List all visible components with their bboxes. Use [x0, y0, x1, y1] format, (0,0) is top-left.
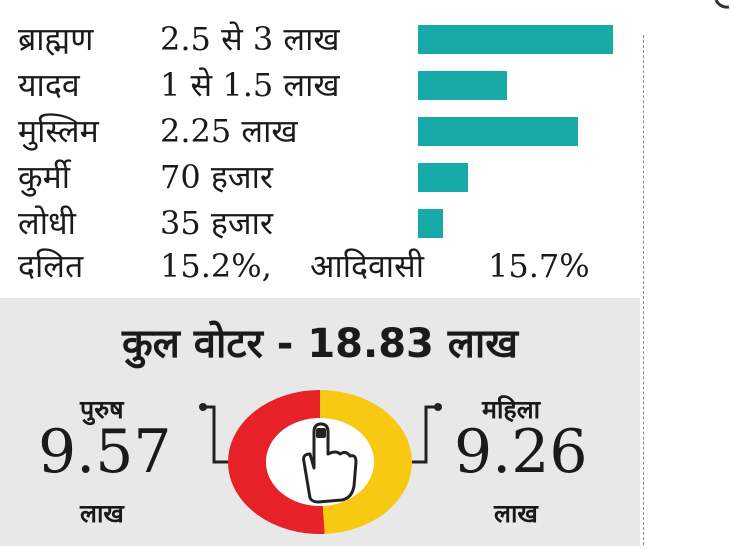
gender-donut-chart: [228, 390, 412, 534]
caste-value-label: 2.5 से 3 लाख: [160, 20, 340, 58]
dalit-value: 15.2%,: [160, 247, 272, 285]
donut-slice-female: [320, 390, 412, 534]
male-value: 9.57: [38, 417, 172, 487]
caste-label: लोधी: [18, 204, 76, 242]
adivasi-label: आदिवासी: [310, 247, 424, 285]
caste-label: कुर्मी: [18, 158, 71, 196]
female-unit: लाख: [494, 499, 538, 528]
dalit-label: दलित: [18, 247, 84, 285]
voter-panel: कुल वोटर - 18.83 लाख पुरुष 9.57 लाख महिल…: [0, 298, 640, 546]
caste-value-label: 2.25 लाख: [160, 112, 298, 150]
adivasi-value: 15.7%: [488, 247, 590, 285]
caste-bar: [418, 25, 613, 54]
footnote-row: दलित 15.2%, आदिवासी 15.7%: [0, 241, 640, 291]
caste-value-label: 70 हजार: [160, 158, 274, 196]
total-voters-title: कुल वोटर - 18.83 लाख: [122, 321, 518, 367]
male-label: पुरुष: [80, 395, 124, 424]
caste-label: मुस्लिम: [18, 112, 99, 150]
leader-lines: [199, 403, 442, 464]
caste-bar: [418, 71, 507, 100]
dashed-divider: [643, 35, 644, 545]
donut-slice-male: [228, 390, 325, 534]
caste-value-label: 1 से 1.5 लाख: [160, 66, 340, 104]
caste-bar: [418, 209, 443, 238]
caste-value-label: 35 हजार: [160, 204, 274, 242]
male-unit: लाख: [80, 499, 124, 528]
caste-bar: [418, 117, 578, 146]
caste-bar: [418, 163, 468, 192]
caste-label: यादव: [18, 66, 80, 104]
female-value: 9.26: [454, 417, 588, 487]
caste-label: ब्राह्मण: [18, 20, 94, 58]
female-label: महिला: [482, 395, 541, 424]
corner-mark: [714, 0, 730, 9]
voting-finger-icon: [302, 422, 358, 504]
